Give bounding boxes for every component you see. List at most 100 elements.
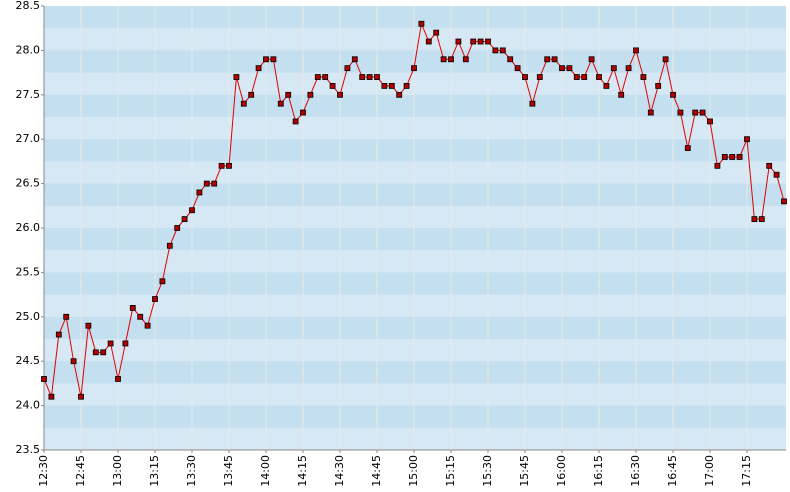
point — [166, 242, 173, 249]
point — [203, 180, 210, 187]
point — [70, 358, 77, 365]
point — [536, 74, 543, 80]
y-tick-label: 23.5 — [16, 443, 41, 456]
point — [174, 225, 181, 231]
point — [388, 83, 395, 89]
point — [63, 313, 70, 320]
point — [462, 56, 469, 63]
point — [218, 162, 225, 169]
y-tick-label: 28.0 — [16, 43, 41, 56]
x-tick-label: 14:30 — [333, 455, 346, 487]
x-tick-label: 13:45 — [222, 455, 235, 487]
point — [366, 74, 373, 80]
point — [640, 74, 647, 80]
point — [100, 349, 107, 356]
point — [522, 74, 528, 80]
point — [499, 47, 506, 54]
x-tick-label: 17:00 — [703, 455, 716, 487]
y-tick-label: 28.5 — [16, 0, 41, 12]
point — [610, 65, 617, 72]
y-tick-label: 27.0 — [16, 132, 41, 145]
point — [766, 162, 773, 169]
point — [159, 278, 166, 285]
point — [374, 74, 380, 80]
point — [707, 118, 713, 125]
point — [307, 91, 314, 98]
point — [470, 38, 477, 45]
point — [92, 349, 99, 356]
point — [507, 56, 514, 63]
point — [692, 109, 699, 116]
point — [285, 91, 292, 98]
point — [277, 100, 284, 107]
point — [337, 91, 343, 98]
x-tick-label: 13:30 — [185, 455, 198, 487]
x-tick-label: 16:00 — [555, 455, 568, 487]
y-tick-label: 24.5 — [16, 354, 41, 367]
point — [152, 296, 158, 302]
point — [618, 91, 625, 98]
point — [440, 56, 447, 63]
point — [781, 198, 787, 205]
point — [381, 83, 388, 89]
point — [314, 74, 321, 80]
point — [396, 91, 403, 98]
point — [411, 65, 417, 72]
point — [581, 74, 588, 80]
point — [544, 56, 551, 63]
point — [322, 74, 329, 80]
point — [448, 56, 454, 63]
point — [684, 145, 691, 151]
x-tick-label: 13:00 — [111, 455, 124, 487]
point — [329, 83, 336, 89]
x-tick-label: 17:15 — [740, 455, 753, 487]
point — [751, 216, 758, 223]
point — [122, 340, 129, 347]
point — [359, 74, 366, 80]
point — [529, 100, 536, 107]
point — [773, 171, 780, 178]
point — [477, 38, 484, 45]
x-tick-label: 14:45 — [370, 455, 383, 487]
y-tick-label: 25.0 — [16, 310, 41, 323]
point — [226, 162, 232, 169]
point — [137, 313, 144, 320]
point — [677, 109, 684, 116]
point — [78, 393, 84, 400]
x-tick-label: 14:15 — [296, 455, 309, 487]
point — [485, 38, 491, 45]
point — [418, 20, 425, 27]
y-tick-label: 26.0 — [16, 221, 41, 234]
x-tick-label: 16:15 — [592, 455, 605, 487]
y-tick-label: 24.0 — [16, 399, 41, 412]
point — [248, 91, 255, 98]
point — [196, 189, 203, 196]
point — [699, 109, 706, 116]
point — [729, 154, 736, 160]
point — [425, 38, 432, 45]
point — [647, 109, 654, 116]
point — [107, 340, 114, 347]
point — [129, 305, 136, 311]
point — [255, 65, 262, 72]
point — [662, 56, 669, 63]
point — [670, 91, 676, 98]
point — [189, 207, 195, 214]
point — [41, 376, 47, 382]
x-tick-label: 15:15 — [444, 455, 457, 487]
point — [625, 65, 632, 72]
point — [48, 393, 55, 400]
x-tick-label: 15:45 — [518, 455, 531, 487]
point — [233, 74, 240, 80]
point — [744, 136, 750, 143]
point — [240, 100, 247, 107]
point — [721, 154, 728, 160]
x-tick-label: 15:00 — [407, 455, 420, 487]
point — [344, 65, 351, 72]
point — [492, 47, 499, 54]
point — [270, 56, 277, 63]
point — [292, 118, 299, 125]
point — [566, 65, 573, 72]
point — [181, 216, 188, 223]
x-tick-label: 15:30 — [481, 455, 494, 487]
